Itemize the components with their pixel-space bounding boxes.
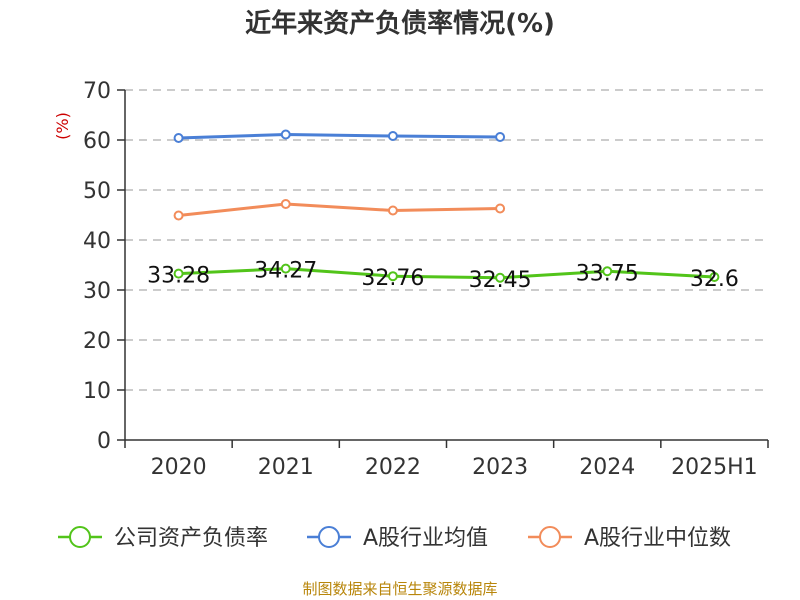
data-labels: 33.28 34.27 32.76 32.45 33.75 32.6 <box>147 259 739 293</box>
y-tick-label: 10 <box>83 379 111 404</box>
legend-label: A股行业中位数 <box>584 526 731 551</box>
data-point <box>495 203 506 214</box>
series-line <box>178 202 501 217</box>
x-tick-label: 2024 <box>579 455 635 480</box>
data-point <box>387 131 398 141</box>
y-tick-label: 40 <box>83 229 111 254</box>
data-point <box>280 129 291 140</box>
data-point <box>173 210 184 221</box>
source-note: 制图数据来自恒生聚源数据库 <box>302 580 497 598</box>
data-label: 32.45 <box>469 268 532 293</box>
y-tick-label: 60 <box>83 129 111 154</box>
chart-title: 近年来资产负债率情况(%) <box>245 8 555 39</box>
grid-lines <box>125 89 768 391</box>
data-point <box>602 266 613 277</box>
x-tick-label: 2021 <box>258 455 314 480</box>
x-tick-label: 2020 <box>151 455 207 480</box>
x-tick-label: 2023 <box>472 455 528 480</box>
x-tick-label: 2022 <box>365 455 421 480</box>
data-label: 32.76 <box>361 266 424 291</box>
y-tick-label: 30 <box>83 279 111 304</box>
legend-marker <box>539 526 561 548</box>
data-point <box>173 133 184 143</box>
legend-label: 公司资产负债率 <box>114 526 268 551</box>
y-axis-label: (%) <box>53 112 72 140</box>
legend-marker <box>318 526 340 548</box>
data-point <box>280 263 291 274</box>
data-point <box>280 199 291 209</box>
series-group <box>173 129 720 283</box>
legend: 公司资产负债率 A股行业均值 A股行业中位数 <box>58 526 731 551</box>
series-line <box>178 267 715 280</box>
legend-label: A股行业均值 <box>363 526 488 551</box>
data-label: 32.6 <box>690 267 739 292</box>
y-tick-label: 50 <box>83 179 111 204</box>
axes: 0 10 20 30 40 50 60 70 2020 2021 2022 2023 2024 2025H… <box>83 79 769 480</box>
data-point <box>495 132 506 142</box>
data-label: 34.27 <box>254 259 317 284</box>
y-tick-label: 70 <box>83 79 111 104</box>
data-point <box>495 272 506 283</box>
data-label: 33.75 <box>576 261 639 286</box>
data-label: 33.28 <box>147 264 210 289</box>
series-line <box>178 133 501 140</box>
data-point <box>387 271 398 282</box>
data-point <box>709 272 720 282</box>
data-point <box>387 205 398 216</box>
y-tick-label: 20 <box>83 329 111 354</box>
y-tick-label: 0 <box>97 429 111 454</box>
legend-marker <box>69 526 91 548</box>
data-point <box>173 268 184 279</box>
x-tick-label: 2025H1 <box>671 455 758 480</box>
